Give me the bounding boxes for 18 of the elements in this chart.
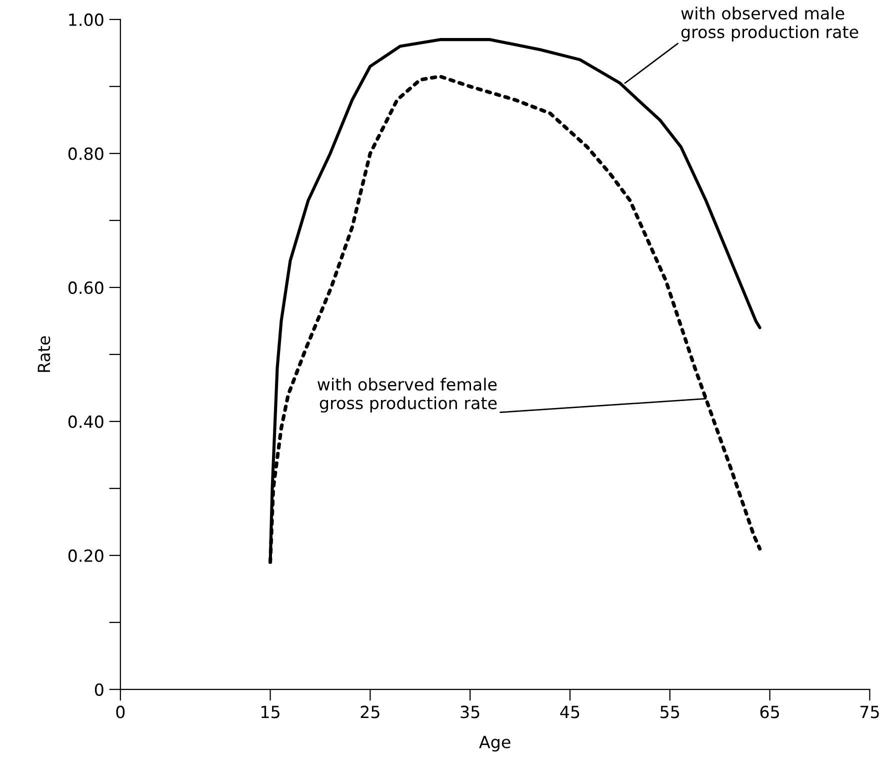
y-tick-label: 0.40	[68, 415, 104, 428]
y-tick-label: 0	[94, 683, 104, 696]
x-tick-label: 0	[116, 706, 125, 718]
y-axis-title: Rate	[38, 336, 50, 372]
x-tick-label: 35	[460, 706, 480, 718]
y-tick-label: 0.20	[68, 549, 104, 562]
y-tick-label: 1.00	[69, 13, 104, 26]
y-tick-label: 0.80	[68, 147, 104, 160]
x-tick-label: 65	[760, 706, 779, 718]
x-tick-label: 45	[560, 706, 580, 718]
x-tick-label: 55	[660, 706, 680, 718]
x-axis-title: Age	[479, 736, 510, 752]
y-tick-label: 0.60	[68, 281, 104, 294]
x-tick-label: 25	[360, 706, 380, 718]
annotation: with observed female gross production rate	[318, 378, 497, 413]
x-tick-label: 75	[860, 706, 879, 718]
x-tick-label: 15	[262, 706, 280, 718]
annotation: with observed male gross production rate	[681, 6, 858, 42]
